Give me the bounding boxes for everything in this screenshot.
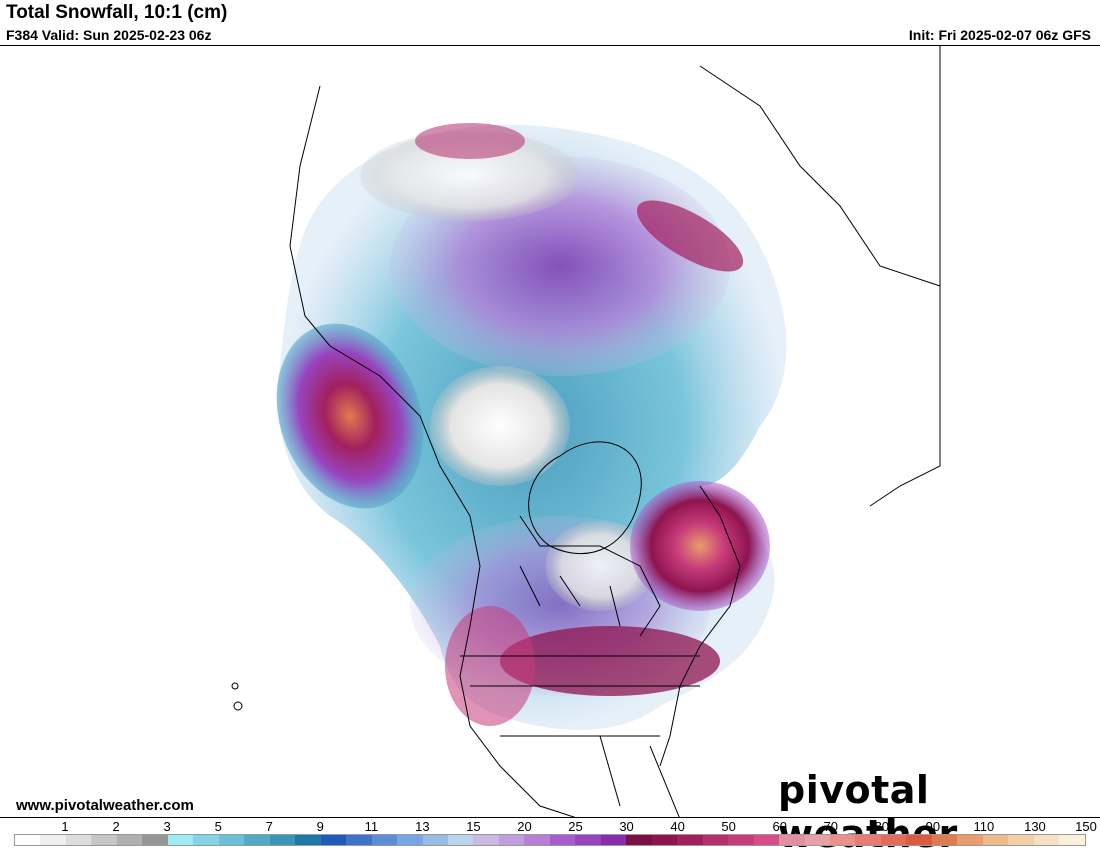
site-url: www.pivotalweather.com xyxy=(16,797,194,814)
legend-swatch xyxy=(906,835,932,845)
legend-swatch xyxy=(931,835,958,845)
norway-heavy-snow xyxy=(636,200,744,272)
legend-swatch xyxy=(167,835,194,845)
legend-tick-label: 30 xyxy=(619,819,634,834)
legend-swatch xyxy=(982,835,1009,845)
legend-tick-label: 9 xyxy=(316,819,324,834)
alaska-heavy-snow xyxy=(276,323,424,509)
legend-swatch xyxy=(600,835,627,845)
legend-swatch xyxy=(371,835,398,845)
legend-tick-label: 20 xyxy=(517,819,532,834)
legend-tick-label: 25 xyxy=(568,819,583,834)
legend-tick-label: 60 xyxy=(772,819,787,834)
legend-swatch xyxy=(15,835,41,845)
legend-tick-label: 15 xyxy=(466,819,481,834)
legend-swatch xyxy=(524,835,550,845)
legend-swatch xyxy=(397,835,423,845)
legend-tick-label: 150 xyxy=(1075,819,1097,834)
legend-tick-label: 2 xyxy=(112,819,120,834)
legend-swatch xyxy=(677,835,703,845)
legend-tick-label: 80 xyxy=(874,819,890,834)
legend-swatch xyxy=(422,835,448,845)
legend-swatch xyxy=(1008,835,1034,845)
legend-swatch xyxy=(447,835,474,845)
pacific-islands xyxy=(231,682,243,711)
legend-swatch xyxy=(244,835,270,845)
legend-tick-label: 1 xyxy=(61,819,69,834)
legend-swatch xyxy=(830,835,856,845)
map-panel[interactable] xyxy=(0,45,1100,818)
legend-tick-label: 3 xyxy=(163,819,171,834)
snowfall-map xyxy=(231,46,941,817)
legend-swatch xyxy=(1033,835,1060,845)
legend-swatch xyxy=(880,835,907,845)
legend-tick-label: 5 xyxy=(214,819,222,834)
legend-swatch xyxy=(626,835,652,845)
hudson-bay-grey-zone xyxy=(545,521,655,611)
legend-swatch xyxy=(651,835,678,845)
legend-swatch xyxy=(269,835,296,845)
legend-swatch xyxy=(753,835,780,845)
legend-swatch xyxy=(779,835,805,845)
legend-swatch xyxy=(65,835,92,845)
coastlines xyxy=(289,46,941,817)
legend-tick-label: 50 xyxy=(721,819,736,834)
legend-tick-label: 13 xyxy=(415,819,430,834)
legend-swatch xyxy=(855,835,881,845)
legend-swatch xyxy=(295,835,321,845)
legend-tick-label: 90 xyxy=(925,819,941,834)
legend-swatch xyxy=(702,835,729,845)
legend-swatch xyxy=(320,835,347,845)
legend-tick-label: 70 xyxy=(823,819,838,834)
legend-swatch xyxy=(116,835,143,845)
legend-swatch xyxy=(498,835,525,845)
legend-tick-label: 130 xyxy=(1024,819,1046,834)
rockies-snow-band xyxy=(445,606,535,726)
legend-swatch xyxy=(346,835,372,845)
legend-tick-label: 7 xyxy=(265,819,273,834)
great-lakes-snow-band xyxy=(500,626,720,696)
legend-swatch xyxy=(142,835,168,845)
init-time: Init: Fri 2025-02-07 06z GFS xyxy=(908,27,1091,43)
legend-tick-label: 40 xyxy=(670,819,685,834)
map-title: Total Snowfall, 10:1 (cm) xyxy=(6,2,228,23)
valid-time: F384 Valid: Sun 2025-02-23 06z xyxy=(6,27,212,43)
legend-tick-label: 11 xyxy=(364,819,379,834)
legend-swatch xyxy=(549,835,576,845)
legend-swatch xyxy=(40,835,66,845)
legend-swatch xyxy=(804,835,830,845)
legend-swatch xyxy=(1059,835,1085,845)
quebec-heavy-snow xyxy=(630,481,770,611)
legend-swatch xyxy=(728,835,754,845)
legend-swatch xyxy=(218,835,245,845)
legend-swatch xyxy=(91,835,117,845)
legend-swatch xyxy=(193,835,219,845)
legend-swatch xyxy=(957,835,983,845)
greenland-grey-zone xyxy=(430,366,570,486)
north-grey-zone xyxy=(360,131,580,221)
legend-swatch xyxy=(575,835,601,845)
color-legend xyxy=(14,834,1086,846)
siberia-snow xyxy=(415,123,525,159)
legend-tick-label: 110 xyxy=(973,819,995,834)
legend-swatch xyxy=(473,835,499,845)
